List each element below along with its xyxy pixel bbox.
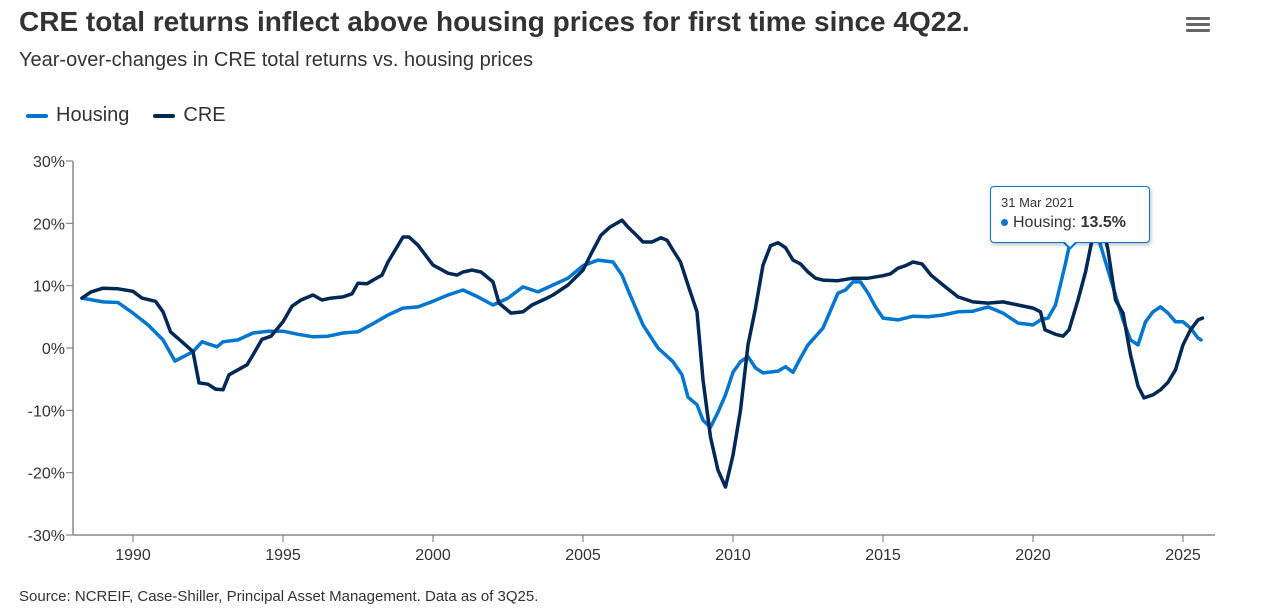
y-tick-label: 10% — [33, 279, 65, 296]
x-tick-label: 2015 — [865, 547, 901, 564]
legend-label: Housing — [56, 104, 130, 126]
x-tick-label: 1990 — [115, 547, 151, 564]
series-line-housing — [80, 219, 1203, 429]
legend-swatch — [26, 113, 48, 118]
tooltip-pointer-inner — [1064, 241, 1076, 247]
x-tick-label: 2010 — [715, 547, 751, 564]
x-tick-label: 2020 — [1015, 547, 1051, 564]
x-tick-label: 2005 — [565, 547, 601, 564]
y-tick-label: 30% — [33, 154, 65, 171]
legend-swatch — [153, 113, 176, 118]
chart-subtitle: Year-over-changes in CRE total returns v… — [19, 49, 533, 71]
chart-title: CRE total returns inflect above housing … — [19, 6, 970, 37]
y-tick-label: -10% — [28, 403, 65, 420]
tooltip-label: Housing: — [1013, 214, 1081, 231]
tooltip-value: 13.5% — [1080, 214, 1126, 231]
x-tick-label: 2000 — [415, 547, 451, 564]
legend-label: CRE — [183, 104, 226, 126]
series-line-cre — [80, 212, 1205, 489]
legend: Housing CRE — [26, 104, 226, 127]
tooltip-date: 31 Mar 2021 — [1001, 195, 1074, 210]
y-tick-label: 20% — [33, 216, 65, 233]
y-tick-label: -30% — [28, 528, 65, 545]
hamburger-menu-icon[interactable] — [1186, 14, 1210, 34]
y-tick-label: -20% — [28, 466, 65, 483]
y-tick-label: 0% — [42, 341, 65, 358]
tooltip-dot — [1001, 219, 1008, 227]
legend-item-housing[interactable]: Housing — [26, 104, 129, 127]
x-tick-label: 1995 — [265, 547, 301, 564]
tooltip: 31 Mar 2021 Housing: 13.5% — [990, 186, 1150, 243]
legend-item-cre[interactable]: CRE — [153, 104, 226, 127]
x-tick-label: 2025 — [1165, 547, 1201, 564]
source-note: Source: NCREIF, Case-Shiller, Principal … — [19, 588, 539, 605]
